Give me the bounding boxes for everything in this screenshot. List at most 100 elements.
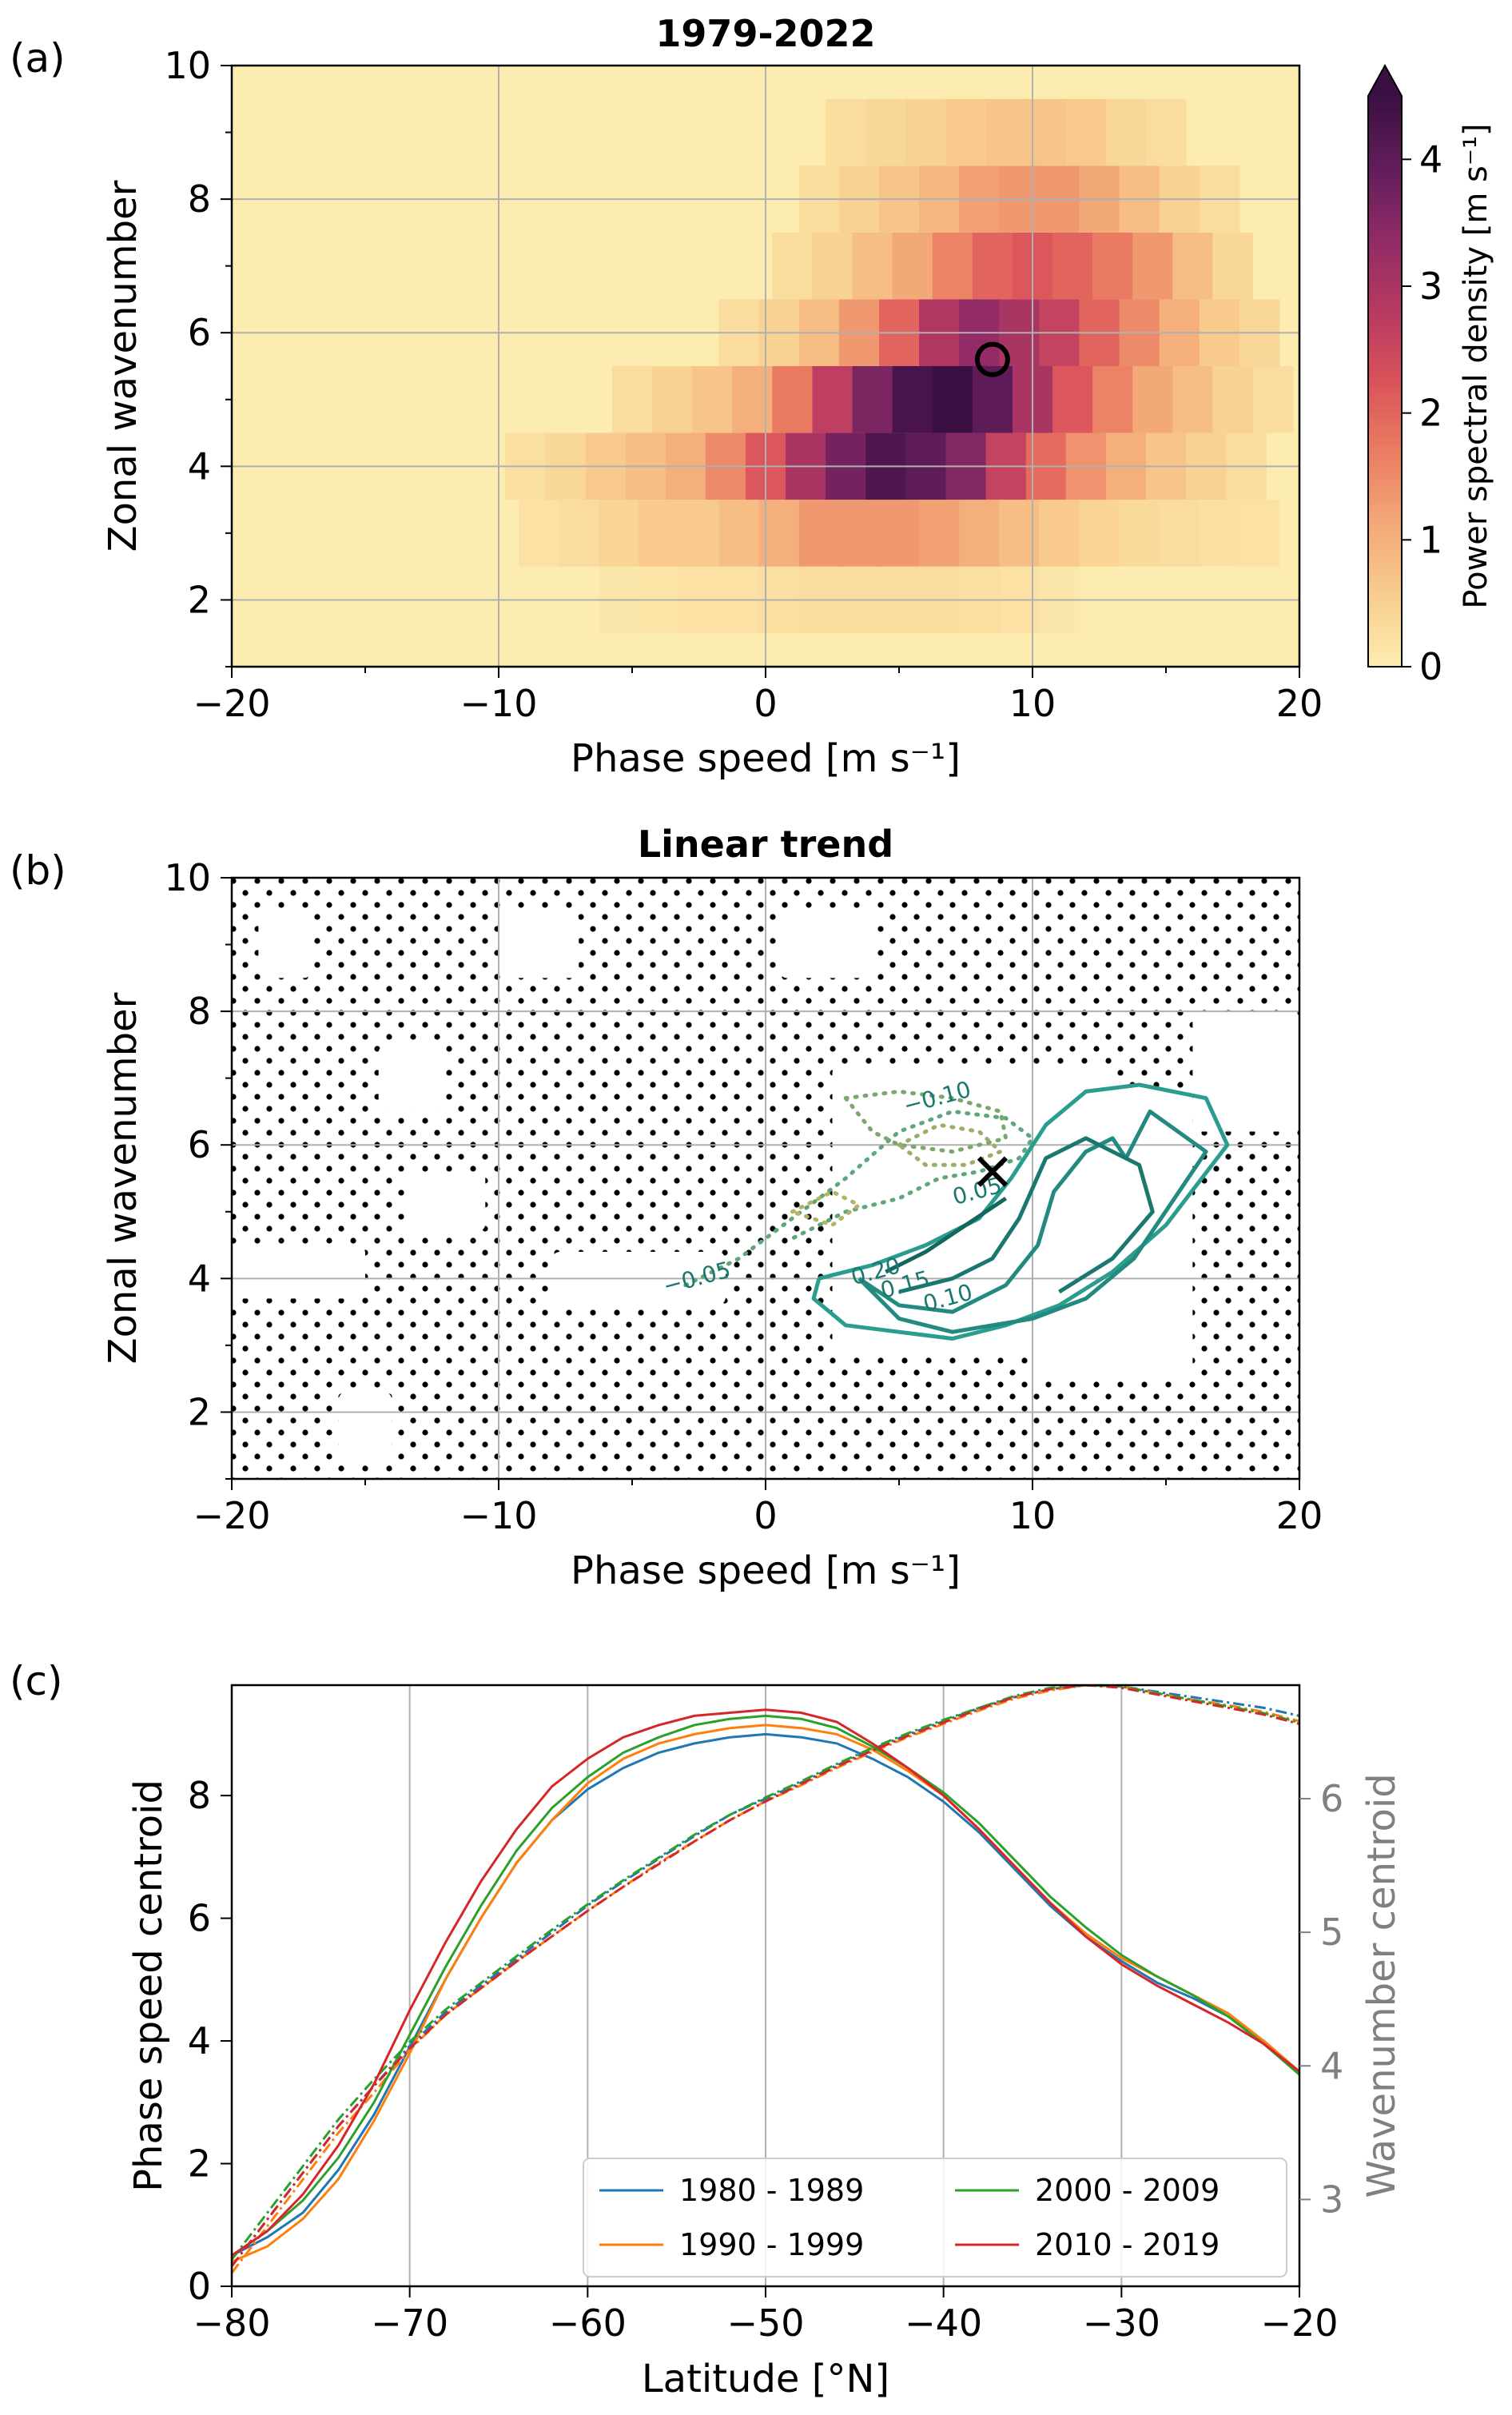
- x-tick-label: 0: [754, 1494, 777, 1537]
- heatmap-cell: [1199, 500, 1240, 567]
- stipple-gap: [405, 1171, 486, 1232]
- x-tick-label: −10: [460, 1494, 537, 1537]
- panel-b: Linear trend 0.100.150.200.05−0.05−0.10 …: [101, 823, 1323, 1593]
- y-right-tick-label: 5: [1320, 1911, 1343, 1954]
- colorbar-tick-label: 4: [1419, 137, 1442, 181]
- heatmap-cell: [1172, 232, 1214, 300]
- y-right-tick-label: 6: [1320, 1777, 1343, 1820]
- y-tick-label: 8: [188, 990, 211, 1033]
- panel-c-x-ticks: −80 −70 −60 −50 −40 −30 −20: [193, 2286, 1339, 2345]
- stipple-gap: [499, 911, 579, 978]
- panel-a-label: (a): [10, 35, 66, 82]
- wavenumber-centroid-line: [232, 1685, 1299, 2267]
- y-right-tick-label: 3: [1320, 2178, 1343, 2221]
- panel-c: −80 −70 −60 −50 −40 −30 −20 0 2 4 6 8 3 4 5 6 Latitud…: [126, 1684, 1404, 2401]
- x-tick-label: −20: [1260, 2301, 1338, 2345]
- heatmap-cell: [919, 500, 960, 567]
- colorbar-label: Power spectral density [m s⁻¹]: [1458, 123, 1494, 608]
- heatmap-cell: [611, 366, 653, 433]
- heatmap-cell: [1092, 232, 1133, 300]
- phase-speed-centroid-line: [232, 1714, 1299, 2257]
- heatmap-cell: [1052, 232, 1093, 300]
- legend-label-1980: 1980 - 1989: [679, 2173, 864, 2208]
- heatmap-cell: [1052, 366, 1093, 433]
- heatmap-cell: [652, 366, 693, 433]
- panel-b-y-label: Zonal wavenumber: [101, 992, 145, 1364]
- heatmap-cell: [826, 98, 866, 166]
- stipple-gap: [1033, 1091, 1193, 1379]
- y-tick-label: 2: [188, 578, 211, 621]
- heatmap-cell: [599, 500, 639, 567]
- panel-a-x-label: Phase speed [m s⁻¹]: [571, 736, 961, 781]
- legend-label-2010: 2010 - 2019: [1035, 2227, 1220, 2262]
- heatmap-cell: [559, 500, 599, 567]
- x-tick-label: 20: [1276, 1494, 1323, 1537]
- heatmap-cell: [639, 500, 680, 567]
- heatmap-cell: [1252, 366, 1294, 433]
- panel-c-y-label-left: Phase speed centroid: [126, 1779, 171, 2192]
- negative-contour-line: [843, 1089, 1009, 1154]
- heatmap-cell: [972, 366, 1013, 433]
- legend-label-2000: 2000 - 2009: [1035, 2173, 1220, 2208]
- stipple-gap: [1192, 1011, 1299, 1132]
- phase-speed-centroid-line: [232, 1724, 1299, 2263]
- heatmap-cell: [1145, 98, 1187, 166]
- positive-contour-line: [885, 1197, 1007, 1274]
- heatmap-cell: [519, 500, 559, 567]
- legend-box: [583, 2158, 1287, 2278]
- panel-c-legend: 1980 - 1989 1990 - 1999 2000 - 2009 2010…: [583, 2158, 1287, 2278]
- heatmap-cell: [838, 500, 880, 567]
- x-tick-label: −50: [726, 2301, 804, 2345]
- y-tick-label: 8: [188, 1774, 211, 1817]
- panel-a-x-ticks: −20 −10 0 10 20: [193, 667, 1323, 725]
- y-tick-label: 4: [188, 2019, 211, 2062]
- panel-a-y-ticks: 2 4 6 8 10: [164, 44, 232, 668]
- heatmap-cell: [852, 366, 893, 433]
- heatmap-cell: [718, 500, 760, 567]
- heatmap-cell: [1092, 366, 1133, 433]
- heatmap-cell: [1172, 366, 1214, 433]
- positive-contour-line: [898, 1136, 1155, 1294]
- wavenumber-centroid-line: [232, 1685, 1299, 2261]
- panel-c-y-ticks-right: 3 4 5 6: [1299, 1777, 1343, 2221]
- y-tick-label: 8: [188, 177, 211, 221]
- colorbar-extend-max-arrow: [1368, 66, 1402, 96]
- y-tick-label: 6: [188, 1123, 211, 1166]
- y-right-tick-label: 4: [1320, 2044, 1343, 2087]
- colorbar-tick-label: 2: [1419, 392, 1442, 435]
- heatmap-cell: [945, 98, 987, 166]
- negative-contour-line: [790, 1189, 863, 1228]
- heatmap-cell: [692, 366, 733, 433]
- stipple-gap: [778, 911, 873, 978]
- panel-b-maximum-cross: [977, 1156, 1009, 1187]
- stipple-gap: [258, 911, 312, 978]
- maximum-circle-marker: [974, 341, 1010, 377]
- heatmap-cell: [905, 98, 947, 166]
- colorbar-tick-label: 0: [1419, 645, 1442, 688]
- panel-b-grid: [232, 878, 1299, 1479]
- panel-c-label: (c): [10, 1658, 63, 1704]
- y-tick-label: 2: [188, 2142, 211, 2186]
- x-tick-label: 0: [754, 682, 777, 725]
- x-tick-label: 10: [1009, 682, 1056, 725]
- heatmap-cell: [932, 366, 973, 433]
- heatmap-cell: [932, 232, 973, 300]
- colorbar-ticks: 0 1 2 3 4: [1402, 137, 1442, 688]
- colorbar-frame: [1367, 63, 1403, 668]
- negative-contour-line: [683, 1109, 1036, 1288]
- heatmap-cell: [1159, 500, 1200, 567]
- panel-c-series-lines: [232, 1685, 1299, 2274]
- y-tick-label: 4: [188, 1257, 211, 1300]
- heatmap-cell: [812, 232, 853, 300]
- heatmap-cell: [892, 366, 933, 433]
- heatmap-cell: [732, 366, 773, 433]
- heatmap-cell: [878, 500, 920, 567]
- heatmap-cell: [959, 500, 1000, 567]
- x-tick-label: −40: [905, 2301, 982, 2345]
- panel-b-trend-contours: [683, 1082, 1230, 1341]
- colorbar-tick-label: 1: [1419, 518, 1442, 561]
- panel-b-y-ticks: 2 4 6 8 10: [164, 856, 232, 1480]
- panel-c-y-label-right: Wavenumber centroid: [1359, 1773, 1404, 2198]
